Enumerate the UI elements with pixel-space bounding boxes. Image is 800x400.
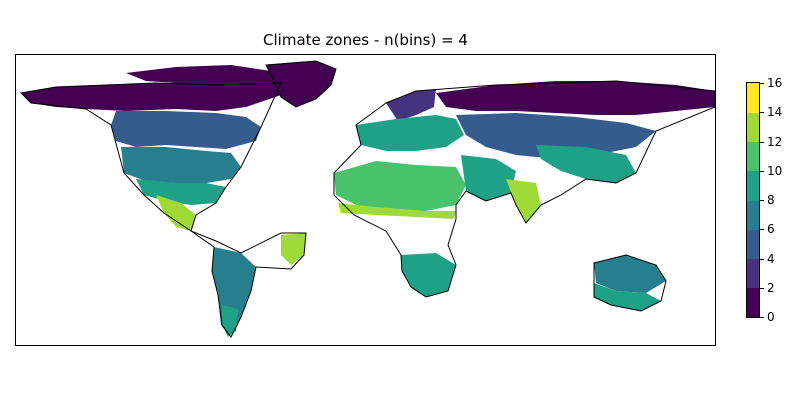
colorbar-tick [760,287,764,289]
region-usa-north [121,147,241,183]
colorbar-tick [760,200,764,201]
colorbar-tick [760,83,764,84]
region-central-asia [456,113,656,159]
region-europe [356,115,464,151]
colorbar-tick-label: 8 [767,193,775,207]
region-canada-boreal [111,111,261,149]
region-north-africa [334,161,466,211]
region-middle-east [461,155,516,201]
coastline-eurasia-africa [333,80,715,298]
colorbar-tick-label: 4 [767,251,775,266]
region-patagonia [222,305,238,337]
colorbar-tick-label: 2 [767,280,775,295]
coastlines [19,60,715,338]
region-australia-north [594,255,666,293]
region-south-america-east [281,233,306,265]
colorbar-tick-label: 14 [767,105,783,120]
colorbar-tick-label: 6 [767,222,775,237]
map-title: Climate zones - n(bins) = 4 [263,31,468,49]
colorbar-tick [760,112,764,114]
region-china [536,145,636,183]
colorbar-segment [747,258,759,289]
colorbar-tick [760,229,764,231]
map-frame [15,54,716,346]
coastline-americas [19,82,307,338]
region-sahel [338,203,456,219]
colorbar [746,82,760,318]
region-india [506,179,541,223]
colorbar-segment [747,200,759,230]
colorbar-segment [747,229,759,259]
colorbar-tick [760,141,764,143]
colorbar-tick [760,317,764,318]
colorbar-tick [760,258,764,260]
land-regions [21,61,715,337]
colorbar-tick-label: 0 [767,310,775,324]
coastline-australia [593,254,667,312]
colorbar-tick [760,170,764,172]
region-mexico [156,195,196,231]
colorbar-segment [747,112,759,142]
coastline-greenland [265,60,337,108]
colorbar-segment [747,170,759,201]
region-canada-arctic-islands [126,65,291,87]
region-siberia [436,81,715,115]
region-north-america-arctic [21,81,281,111]
colorbar-tick-label: 12 [767,134,783,149]
colorbar-segment [747,141,759,172]
region-southern-africa [401,253,456,297]
colorbar-segment [747,83,759,113]
region-australia-south [594,283,661,311]
colorbar-tick-label: 16 [767,76,783,90]
region-greenland [266,61,336,107]
world-map [19,60,715,338]
colorbar-tick-label: 10 [767,163,783,178]
region-scandinavia [386,89,436,121]
colorbar-segment [747,287,759,317]
